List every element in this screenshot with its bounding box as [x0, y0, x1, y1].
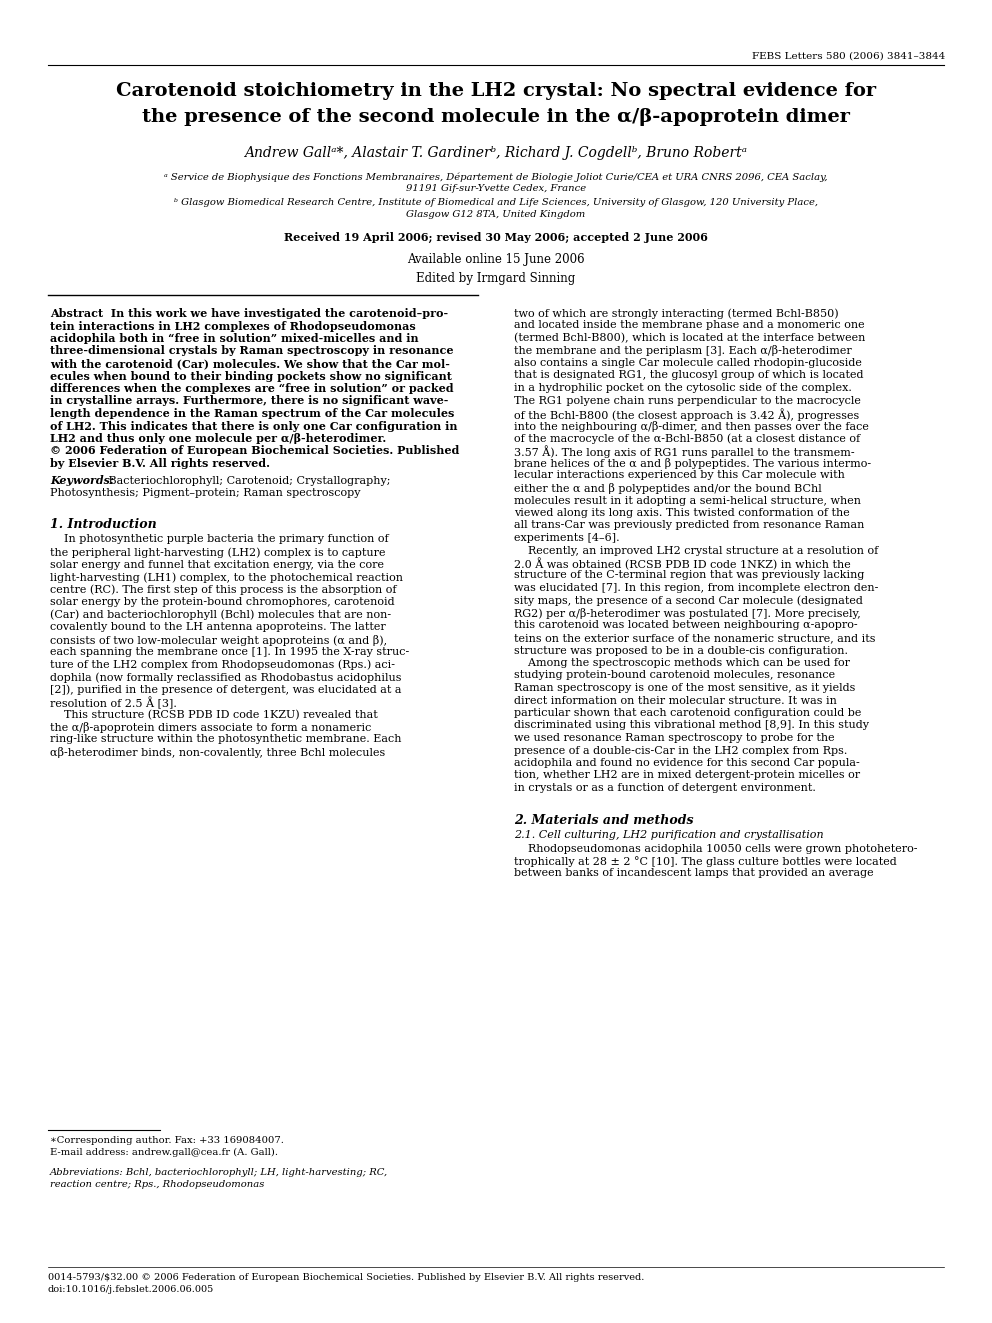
Text: in a hydrophilic pocket on the cytosolic side of the complex.: in a hydrophilic pocket on the cytosolic…	[514, 382, 852, 393]
Text: FEBS Letters 580 (2006) 3841–3844: FEBS Letters 580 (2006) 3841–3844	[752, 52, 945, 61]
Text: we used resonance Raman spectroscopy to probe for the: we used resonance Raman spectroscopy to …	[514, 733, 834, 744]
Text: light-harvesting (LH1) complex, to the photochemical reaction: light-harvesting (LH1) complex, to the p…	[50, 572, 403, 582]
Text: Photosynthesis; Pigment–protein; Raman spectroscopy: Photosynthesis; Pigment–protein; Raman s…	[50, 488, 360, 497]
Text: ᵃ Service de Biophysique des Fonctions Membranaires, Département de Biologie Jol: ᵃ Service de Biophysique des Fonctions M…	[165, 172, 827, 181]
Text: 0014-5793/$32.00 © 2006 Federation of European Biochemical Societies. Published : 0014-5793/$32.00 © 2006 Federation of Eu…	[48, 1273, 645, 1282]
Text: Rhodopseudomonas acidophila 10050 cells were grown photohetero-: Rhodopseudomonas acidophila 10050 cells …	[514, 844, 918, 853]
Text: in crystalline arrays. Furthermore, there is no significant wave-: in crystalline arrays. Furthermore, ther…	[50, 396, 448, 406]
Text: of the Bchl-B800 (the closest approach is 3.42 Å), progresses: of the Bchl-B800 (the closest approach i…	[514, 407, 859, 421]
Text: dophila (now formally reclassified as Rhodobastus acidophilus: dophila (now formally reclassified as Rh…	[50, 672, 402, 683]
Text: and located inside the membrane phase and a monomeric one: and located inside the membrane phase an…	[514, 320, 865, 331]
Text: acidophila and found no evidence for this second Car popula-: acidophila and found no evidence for thi…	[514, 758, 860, 767]
Text: This structure (RCSB PDB ID code 1KZU) revealed that: This structure (RCSB PDB ID code 1KZU) r…	[50, 709, 378, 720]
Text: Carotenoid stoichiometry in the LH2 crystal: No spectral evidence for: Carotenoid stoichiometry in the LH2 crys…	[116, 82, 876, 101]
Text: teins on the exterior surface of the nonameric structure, and its: teins on the exterior surface of the non…	[514, 632, 876, 643]
Text: 2. Materials and methods: 2. Materials and methods	[514, 814, 693, 827]
Text: (Car) and bacteriochlorophyll (Bchl) molecules that are non-: (Car) and bacteriochlorophyll (Bchl) mol…	[50, 610, 391, 620]
Text: solar energy and funnel that excitation energy, via the core: solar energy and funnel that excitation …	[50, 560, 384, 569]
Text: Available online 15 June 2006: Available online 15 June 2006	[407, 253, 585, 266]
Text: either the α and β polypeptides and/or the bound BChl: either the α and β polypeptides and/or t…	[514, 483, 821, 493]
Text: presence of a double-cis-Car in the LH2 complex from Rps.: presence of a double-cis-Car in the LH2 …	[514, 745, 847, 755]
Text: two of which are strongly interacting (termed Bchl-B850): two of which are strongly interacting (t…	[514, 308, 838, 319]
Text: ecules when bound to their binding pockets show no significant: ecules when bound to their binding pocke…	[50, 370, 452, 381]
Text: doi:10.1016/j.febslet.2006.06.005: doi:10.1016/j.febslet.2006.06.005	[48, 1285, 214, 1294]
Text: In photosynthetic purple bacteria the primary function of: In photosynthetic purple bacteria the pr…	[50, 534, 389, 545]
Text: discriminated using this vibrational method [8,9]. In this study: discriminated using this vibrational met…	[514, 721, 869, 730]
Text: experiments [4–6].: experiments [4–6].	[514, 533, 620, 542]
Text: by Elsevier B.V. All rights reserved.: by Elsevier B.V. All rights reserved.	[50, 458, 270, 468]
Text: trophically at 28 ± 2 °C [10]. The glass culture bottles were located: trophically at 28 ± 2 °C [10]. The glass…	[514, 856, 897, 867]
Text: 2.0 Å was obtained (RCSB PDB ID code 1NKZ) in which the: 2.0 Å was obtained (RCSB PDB ID code 1NK…	[514, 558, 851, 570]
Text: molecules result in it adopting a semi-helical structure, when: molecules result in it adopting a semi-h…	[514, 496, 861, 505]
Text: Among the spectroscopic methods which can be used for: Among the spectroscopic methods which ca…	[514, 658, 850, 668]
Text: Raman spectroscopy is one of the most sensitive, as it yields: Raman spectroscopy is one of the most se…	[514, 683, 855, 693]
Text: three-dimensional crystals by Raman spectroscopy in resonance: three-dimensional crystals by Raman spec…	[50, 345, 453, 356]
Text: that is designated RG1, the glucosyl group of which is located: that is designated RG1, the glucosyl gro…	[514, 370, 863, 381]
Text: of LH2. This indicates that there is only one Car configuration in: of LH2. This indicates that there is onl…	[50, 421, 457, 431]
Text: in crystals or as a function of detergent environment.: in crystals or as a function of detergen…	[514, 783, 815, 792]
Text: Keywords:: Keywords:	[50, 475, 114, 487]
Text: tein interactions in LH2 complexes of Rhodopseudomonas: tein interactions in LH2 complexes of Rh…	[50, 320, 416, 332]
Text: solar energy by the protein-bound chromophores, carotenoid: solar energy by the protein-bound chromo…	[50, 597, 395, 607]
Text: 91191 Gif-sur-Yvette Cedex, France: 91191 Gif-sur-Yvette Cedex, France	[406, 184, 586, 193]
Text: into the neighbouring α/β-dimer, and then passes over the face: into the neighbouring α/β-dimer, and the…	[514, 421, 869, 431]
Text: ture of the LH2 complex from Rhodopseudomonas (Rps.) aci-: ture of the LH2 complex from Rhodopseudo…	[50, 659, 395, 669]
Text: E-mail address: andrew.gall@cea.fr (A. Gall).: E-mail address: andrew.gall@cea.fr (A. G…	[50, 1148, 278, 1158]
Text: covalently bound to the LH antenna apoproteins. The latter: covalently bound to the LH antenna apopr…	[50, 622, 386, 632]
Text: 3.57 Å). The long axis of RG1 runs parallel to the transmem-: 3.57 Å). The long axis of RG1 runs paral…	[514, 446, 855, 458]
Text: with the carotenoid (Car) molecules. We show that the Car mol-: with the carotenoid (Car) molecules. We …	[50, 359, 450, 369]
Text: [2]), purified in the presence of detergent, was elucidated at a: [2]), purified in the presence of deterg…	[50, 684, 402, 695]
Text: structure of the C-terminal region that was previously lacking: structure of the C-terminal region that …	[514, 570, 864, 581]
Text: Recently, an improved LH2 crystal structure at a resolution of: Recently, an improved LH2 crystal struct…	[514, 545, 878, 556]
Text: direct information on their molecular structure. It was in: direct information on their molecular st…	[514, 696, 837, 705]
Text: αβ-heterodimer binds, non-covalently, three Bchl molecules: αβ-heterodimer binds, non-covalently, th…	[50, 747, 385, 758]
Text: Bacteriochlorophyll; Carotenoid; Crystallography;: Bacteriochlorophyll; Carotenoid; Crystal…	[105, 475, 391, 486]
Text: resolution of 2.5 Å [3].: resolution of 2.5 Å [3].	[50, 697, 177, 709]
Text: acidophila both in “free in solution” mixed-micelles and in: acidophila both in “free in solution” mi…	[50, 333, 419, 344]
Text: ᵇ Glasgow Biomedical Research Centre, Institute of Biomedical and Life Sciences,: ᵇ Glasgow Biomedical Research Centre, In…	[174, 198, 818, 206]
Text: the membrane and the periplasm [3]. Each α/β-heterodimer: the membrane and the periplasm [3]. Each…	[514, 345, 852, 356]
Text: Edited by Irmgard Sinning: Edited by Irmgard Sinning	[417, 273, 575, 284]
Text: each spanning the membrane once [1]. In 1995 the X-ray struc-: each spanning the membrane once [1]. In …	[50, 647, 410, 658]
Text: ring-like structure within the photosynthetic membrane. Each: ring-like structure within the photosynt…	[50, 734, 402, 745]
Text: (termed Bchl-B800), which is located at the interface between: (termed Bchl-B800), which is located at …	[514, 333, 865, 344]
Text: viewed along its long axis. This twisted conformation of the: viewed along its long axis. This twisted…	[514, 508, 850, 519]
Text: was elucidated [7]. In this region, from incomplete electron den-: was elucidated [7]. In this region, from…	[514, 583, 878, 593]
Text: studying protein-bound carotenoid molecules, resonance: studying protein-bound carotenoid molecu…	[514, 671, 835, 680]
Text: Glasgow G12 8TA, United Kingdom: Glasgow G12 8TA, United Kingdom	[407, 210, 585, 220]
Text: structure was proposed to be in a double-cis configuration.: structure was proposed to be in a double…	[514, 646, 848, 655]
Text: The RG1 polyene chain runs perpendicular to the macrocycle: The RG1 polyene chain runs perpendicular…	[514, 396, 861, 406]
Text: reaction centre; Rps., Rhodopseudomonas: reaction centre; Rps., Rhodopseudomonas	[50, 1180, 265, 1189]
Text: Abstract  In this work we have investigated the carotenoid–pro-: Abstract In this work we have investigat…	[50, 308, 448, 319]
Text: the presence of the second molecule in the α/β-apoprotein dimer: the presence of the second molecule in t…	[142, 108, 850, 126]
Text: © 2006 Federation of European Biochemical Societies. Published: © 2006 Federation of European Biochemica…	[50, 446, 459, 456]
Text: the α/β-apoprotein dimers associate to form a nonameric: the α/β-apoprotein dimers associate to f…	[50, 722, 371, 733]
Text: Abbreviations: Bchl, bacteriochlorophyll; LH, light-harvesting; RC,: Abbreviations: Bchl, bacteriochlorophyll…	[50, 1168, 388, 1177]
Text: ∗Corresponding author. Fax: +33 169084007.: ∗Corresponding author. Fax: +33 16908400…	[50, 1136, 284, 1144]
Text: the peripheral light-harvesting (LH2) complex is to capture: the peripheral light-harvesting (LH2) co…	[50, 546, 386, 557]
Text: LH2 and thus only one molecule per α/β-heterodimer.: LH2 and thus only one molecule per α/β-h…	[50, 433, 386, 445]
Text: RG2) per α/β-heterodimer was postulated [7]. More precisely,: RG2) per α/β-heterodimer was postulated …	[514, 609, 861, 619]
Text: differences when the complexes are “free in solution” or packed: differences when the complexes are “free…	[50, 382, 453, 394]
Text: centre (RC). The first step of this process is the absorption of: centre (RC). The first step of this proc…	[50, 585, 397, 595]
Text: lecular interactions experienced by this Car molecule with: lecular interactions experienced by this…	[514, 471, 845, 480]
Text: Andrew Gallᵃ*, Alastair T. Gardinerᵇ, Richard J. Cogdellᵇ, Bruno Robertᵃ: Andrew Gallᵃ*, Alastair T. Gardinerᵇ, Ri…	[244, 146, 748, 160]
Text: tion, whether LH2 are in mixed detergent-protein micelles or: tion, whether LH2 are in mixed detergent…	[514, 770, 860, 781]
Text: length dependence in the Raman spectrum of the Car molecules: length dependence in the Raman spectrum …	[50, 407, 454, 419]
Text: all trans-Car was previously predicted from resonance Raman: all trans-Car was previously predicted f…	[514, 520, 864, 531]
Text: sity maps, the presence of a second Car molecule (designated: sity maps, the presence of a second Car …	[514, 595, 863, 606]
Text: consists of two low-molecular weight apoproteins (α and β),: consists of two low-molecular weight apo…	[50, 635, 387, 646]
Text: 2.1. Cell culturing, LH2 purification and crystallisation: 2.1. Cell culturing, LH2 purification an…	[514, 831, 823, 840]
Text: this carotenoid was located between neighbouring α-apopro-: this carotenoid was located between neig…	[514, 620, 858, 631]
Text: also contains a single Car molecule called rhodopin-glucoside: also contains a single Car molecule call…	[514, 359, 862, 368]
Text: 1. Introduction: 1. Introduction	[50, 519, 157, 532]
Text: between banks of incandescent lamps that provided an average: between banks of incandescent lamps that…	[514, 868, 874, 878]
Text: particular shown that each carotenoid configuration could be: particular shown that each carotenoid co…	[514, 708, 861, 718]
Text: Received 19 April 2006; revised 30 May 2006; accepted 2 June 2006: Received 19 April 2006; revised 30 May 2…	[284, 232, 708, 243]
Text: brane helices of the α and β polypeptides. The various intermo-: brane helices of the α and β polypeptide…	[514, 458, 871, 468]
Text: of the macrocycle of the α-Bchl-B850 (at a closest distance of: of the macrocycle of the α-Bchl-B850 (at…	[514, 433, 860, 443]
